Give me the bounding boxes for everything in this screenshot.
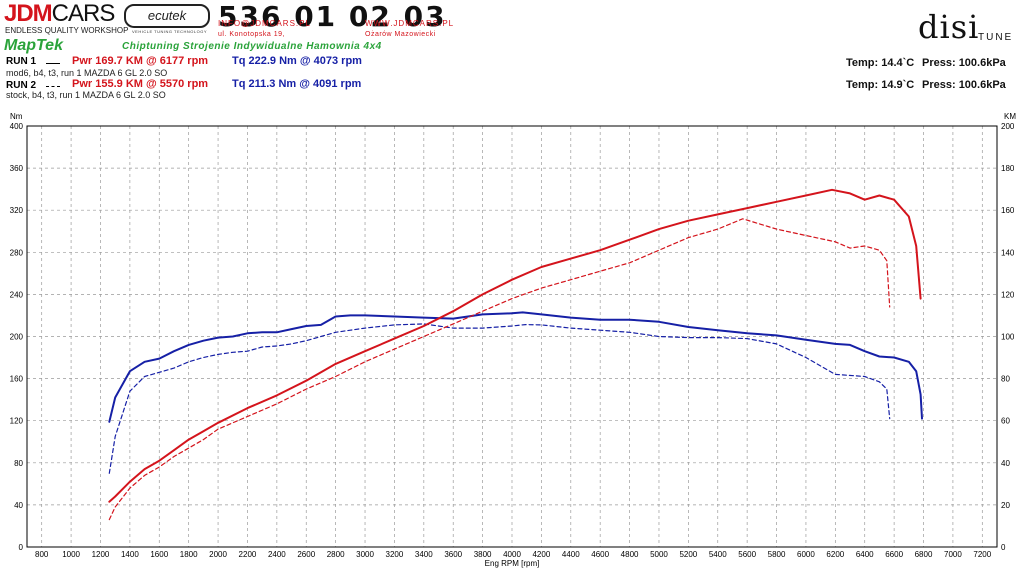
run2-power-summary: Pwr 155.9 KM @ 5570 rpm [72,78,209,90]
x-tick-label: 800 [35,550,49,559]
maptek-logo: MapTek [4,37,63,54]
x-tick-label: 7000 [944,550,962,559]
city-text: Ożarów Mazowiecki [365,31,436,38]
logo-black-part: CARS [51,0,116,27]
y-left-tick-label: 0 [19,543,24,552]
website-text: WWW.JDMCARS.PL [365,19,455,28]
x-tick-label: 5200 [679,550,697,559]
x-tick-label: 2600 [297,550,315,559]
x-tick-label: 3600 [444,550,462,559]
run2-temperature: Temp: 14.9`C [846,79,915,91]
y-left-tick-label: 280 [10,248,24,257]
tagline-text: Chiptuning Strojenie Indywidualne Hamown… [122,41,382,52]
x-tick-label: 4200 [532,550,550,559]
run1-label-text: RUN 1 [6,56,37,67]
y-right-tick-label: 80 [1001,375,1010,384]
y-right-tick-label: 0 [1001,543,1006,552]
run1-torque-summary: Tq 222.9 Nm @ 4073 rpm [232,55,362,67]
x-tick-label: 1800 [180,550,198,559]
y-right-tick-label: 160 [1001,206,1015,215]
x-tick-label: 6800 [915,550,933,559]
logo-red-part: JDM [4,0,53,27]
y-axis-left-label: Nm [10,112,23,121]
run1-power-summary: Pwr 169.7 KM @ 6177 rpm [72,55,209,67]
y-left-tick-label: 400 [10,122,24,131]
phone-number: 536 01 02 03 [218,0,447,33]
run2-pressure: Press: 100.6kPa [922,79,1006,91]
x-tick-label: 4800 [621,550,639,559]
y-left-tick-label: 200 [10,333,24,342]
x-tick-label: 4600 [591,550,609,559]
y-left-tick-label: 240 [10,290,24,299]
x-tick-label: 3000 [356,550,374,559]
x-tick-label: 2400 [268,550,286,559]
x-tick-label: 5400 [709,550,727,559]
y-left-tick-label: 80 [14,459,23,468]
run2-legend-dashed-line [46,86,60,87]
ecutek-logo: ecutek [124,4,210,28]
y-left-tick-label: 320 [10,206,24,215]
plot-frame [26,125,998,548]
run1-torque-curve [108,311,923,423]
email-text: INFO@JDMCARS.PL [218,19,311,28]
chart-series [108,188,923,521]
x-tick-label: 1000 [62,550,80,559]
y-left-tick-label: 360 [10,164,24,173]
run1-pressure: Press: 100.6kPa [922,57,1006,69]
run2-label: RUN 2 [6,80,36,91]
ecutek-subtitle: VEHICLE TUNING TECHNOLOGY [132,29,208,34]
x-tick-label: 3400 [415,550,433,559]
run1-legend-solid-line [46,63,60,64]
run2-label-text: RUN 2 [6,80,37,91]
x-tick-label: 6000 [797,550,815,559]
y-left-tick-label: 160 [10,375,24,384]
x-axis-label: Eng RPM [rpm] [485,559,540,568]
y-left-tick-label: 120 [10,417,24,426]
x-tick-label: 5000 [650,550,668,559]
y-right-tick-label: 200 [1001,122,1015,131]
report-header: JDMCARS ENDLESS QUALITY WORKSHOP ecutek … [0,0,1024,120]
y-right-tick-label: 180 [1001,164,1015,173]
x-tick-label: 2200 [239,550,257,559]
run2-description: stock, b4, t3, run 1 MAZDA 6 GL 2.0 SO [6,90,166,100]
chart-axes: 800 1000 1200 1400 1600 1800 2000 2200 2400 2600 2… [10,122,1015,559]
run2-torque-curve [108,323,891,474]
x-tick-label: 1200 [92,550,110,559]
x-tick-label: 4000 [503,550,521,559]
address-text: ul. Konotopska 19, [218,31,285,38]
disi-subtitle: TUNE [978,32,1014,43]
x-tick-label: 2800 [327,550,345,559]
y-right-tick-label: 120 [1001,290,1015,299]
y-right-tick-label: 20 [1001,501,1010,510]
y-axis-right-label: KM [1004,112,1016,121]
chart-grid [27,126,997,547]
x-tick-label: 6600 [885,550,903,559]
x-tick-label: 6200 [826,550,844,559]
y-right-tick-label: 140 [1001,248,1015,257]
y-right-tick-label: 60 [1001,417,1010,426]
y-right-tick-label: 100 [1001,333,1015,342]
x-tick-label: 7200 [973,550,991,559]
run1-power-curve [108,188,922,503]
x-tick-label: 4400 [562,550,580,559]
x-tick-label: 6400 [856,550,874,559]
logo-subtitle: ENDLESS QUALITY WORKSHOP [5,26,129,35]
x-tick-label: 2000 [209,550,227,559]
y-left-tick-label: 40 [14,501,23,510]
y-right-tick-label: 40 [1001,459,1010,468]
x-tick-label: 1400 [121,550,139,559]
run1-description: mod6, b4, t3, run 1 MAZDA 6 GL 2.0 SO [6,68,168,78]
run2-power-curve [108,218,891,521]
run1-temperature: Temp: 14.4`C [846,57,915,69]
x-tick-label: 3800 [474,550,492,559]
x-tick-label: 1600 [150,550,168,559]
x-tick-label: 3200 [386,550,404,559]
jdmcars-logo: JDMCARS [4,0,116,27]
run1-label: RUN 1 [6,56,36,67]
disi-logo: disi [918,8,980,46]
run2-torque-summary: Tq 211.3 Nm @ 4091 rpm [232,78,362,90]
x-tick-label: 5800 [768,550,786,559]
x-tick-label: 5600 [738,550,756,559]
